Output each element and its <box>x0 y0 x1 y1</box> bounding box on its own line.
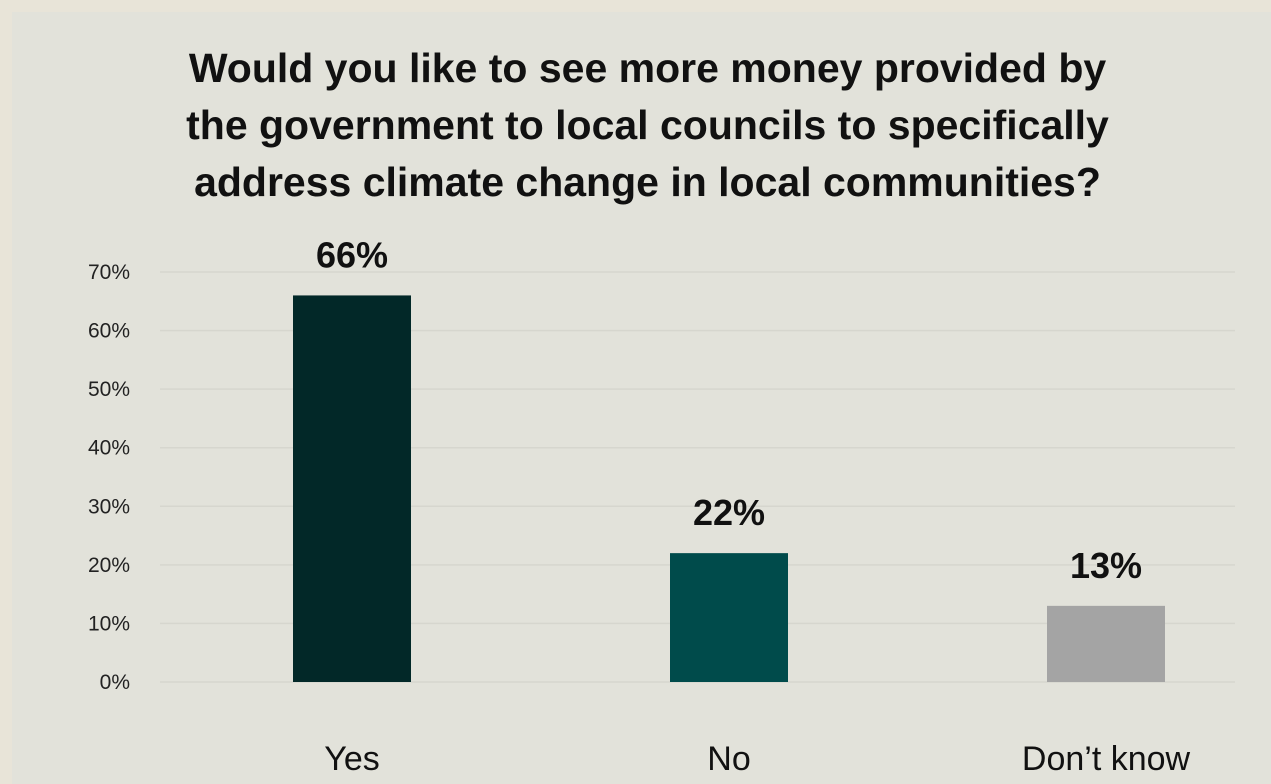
category-label-2: Don’t know <box>1022 740 1191 778</box>
chart-title-line-2: the government to local councils to spec… <box>186 102 1109 148</box>
bars <box>293 295 1165 682</box>
y-tick-label: 40% <box>88 437 130 460</box>
y-tick-label: 30% <box>88 495 130 518</box>
bar-1 <box>670 553 788 682</box>
bar-0 <box>293 295 411 682</box>
y-tick-label: 10% <box>88 612 130 635</box>
chart-title-line-3: address climate change in local communit… <box>194 159 1101 205</box>
y-tick-label: 70% <box>88 261 130 284</box>
category-label-1: No <box>707 740 750 778</box>
data-label-1: 22% <box>693 492 765 533</box>
chart-title-line-1: Would you like to see more money provide… <box>188 45 1107 91</box>
y-tick-label: 60% <box>88 320 130 343</box>
data-label-2: 13% <box>1070 545 1142 586</box>
data-labels: 66% 22% 13% <box>316 234 1142 585</box>
y-tick-label: 0% <box>100 671 130 694</box>
bar-2 <box>1047 605 1165 682</box>
y-tick-label: 50% <box>88 378 130 401</box>
x-axis-categories: Yes No Don’t know <box>324 740 1190 778</box>
y-tick-label: 20% <box>88 554 130 577</box>
chart-title: Would you like to see more money provide… <box>0 40 1271 211</box>
data-label-0: 66% <box>316 234 388 275</box>
y-axis-ticks: 0% 10% 20% 30% 40% 50% 60% 70% <box>88 261 130 694</box>
category-label-0: Yes <box>324 740 379 778</box>
